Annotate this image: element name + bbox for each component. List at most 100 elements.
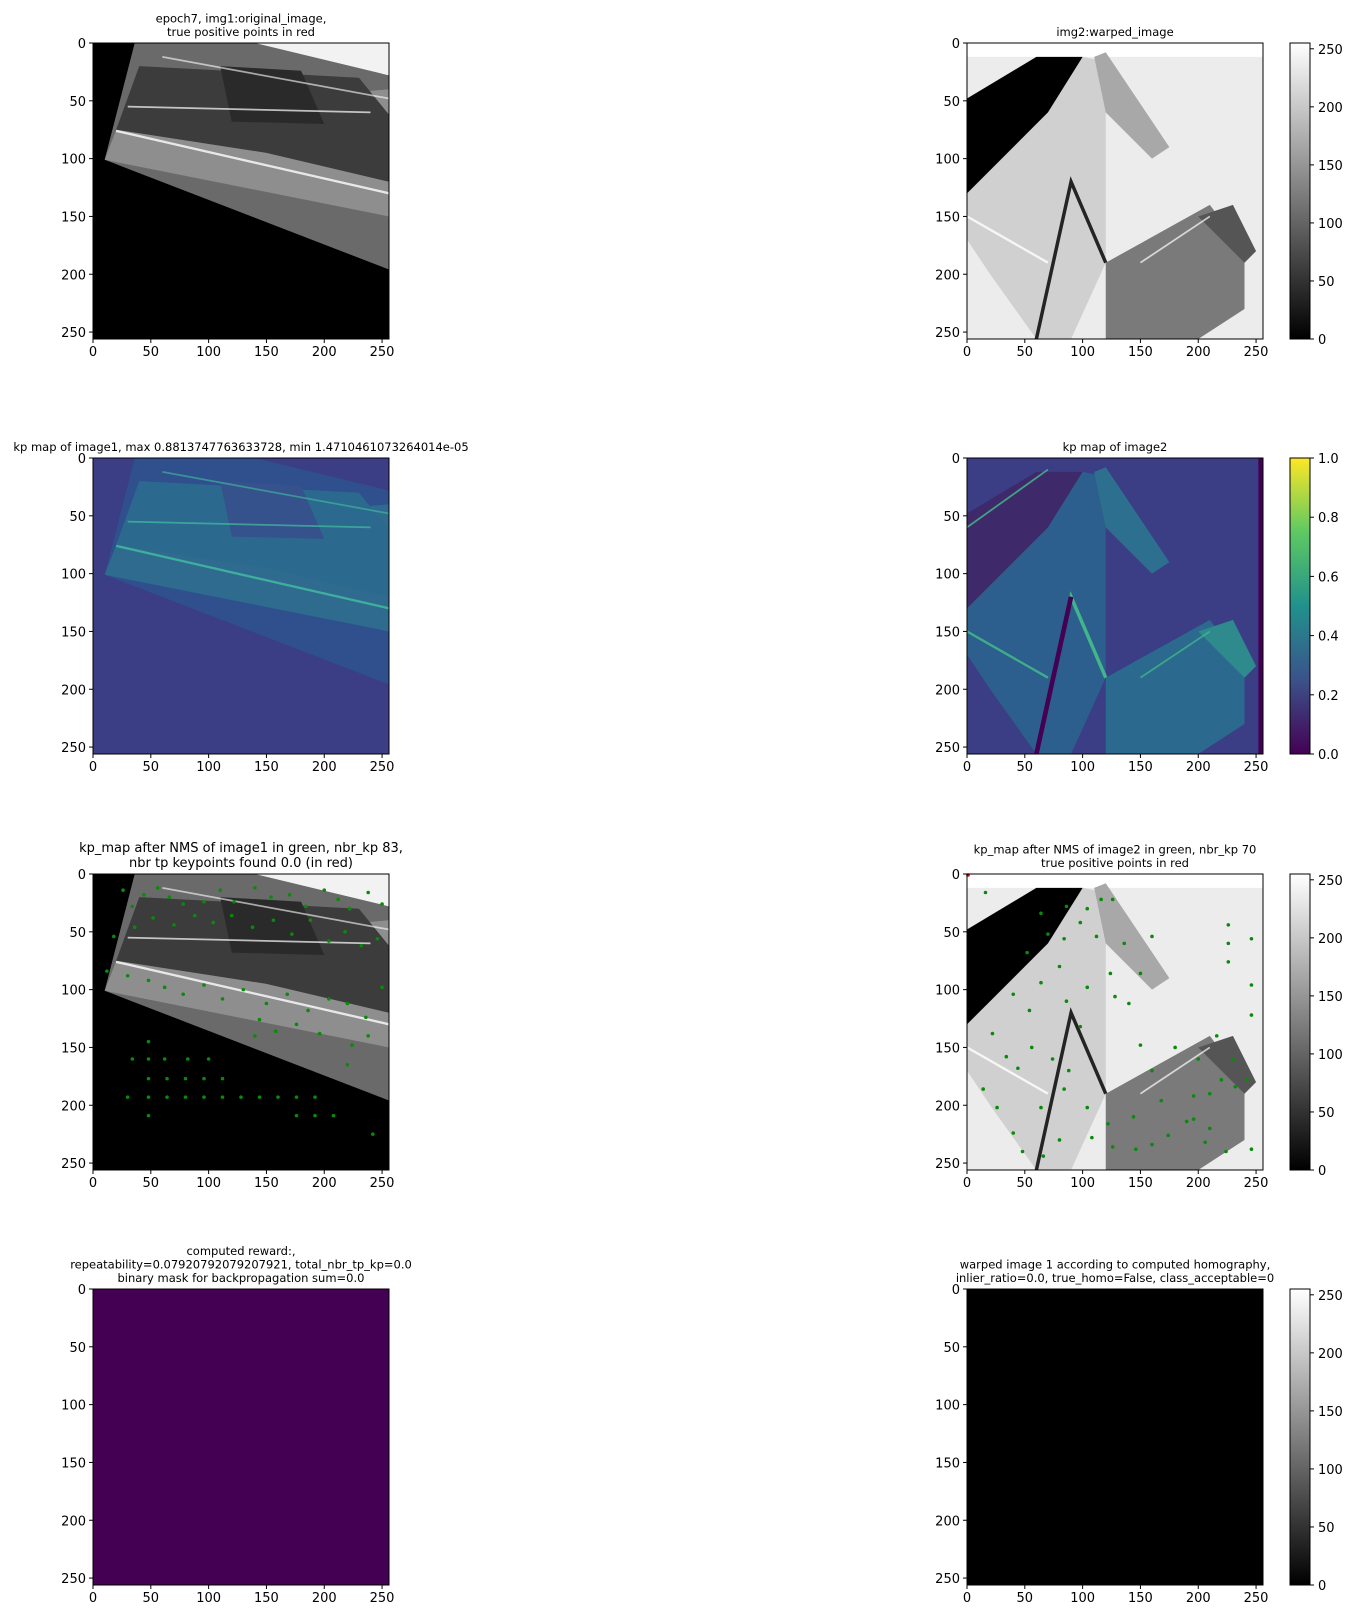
colorbar-tick-label: 1.0 [1318, 452, 1339, 467]
keypoint-green [146, 1057, 151, 1061]
keypoint-green [1090, 1135, 1094, 1140]
keypoint-green [132, 925, 137, 929]
keypoint-green [146, 1095, 151, 1099]
keypoint-green [1166, 1133, 1170, 1138]
subplot-title: kp_map after NMS of image2 in green, nbr… [974, 843, 1257, 857]
axes-frame [966, 457, 1264, 755]
colorbar-tick-label: 250 [1318, 43, 1343, 58]
keypoint-green [167, 895, 172, 899]
keypoint-green [364, 1015, 368, 1020]
keypoint-green [1226, 941, 1231, 946]
y-tick-label: 150 [61, 1041, 86, 1056]
x-tick-label: 200 [312, 760, 337, 775]
y-tick-label: 150 [61, 1456, 86, 1471]
keypoint-green [1011, 992, 1016, 997]
keypoint-green [1203, 1140, 1207, 1145]
keypoint-green [1099, 897, 1103, 902]
keypoint-green [306, 1008, 310, 1013]
keypoint-green [165, 1076, 169, 1081]
keypoint-green [172, 923, 176, 927]
keypoint-green [294, 1095, 299, 1099]
keypoint-green [257, 1017, 262, 1022]
keypoint-green [1113, 994, 1117, 999]
keypoint-green [1062, 1087, 1066, 1091]
keypoint-green [202, 899, 206, 904]
keypoint-green [336, 897, 340, 902]
keypoint-green [327, 939, 331, 943]
x-tick-label: 100 [196, 760, 221, 775]
keypoint-green [1150, 934, 1154, 939]
y-tick-label: 100 [935, 984, 960, 999]
x-tick-label: 0 [963, 345, 971, 360]
keypoint-green [1078, 920, 1083, 925]
keypoint-green [375, 936, 380, 941]
x-tick-label: 200 [312, 345, 337, 360]
keypoint-green [264, 1001, 269, 1006]
keypoint-green [1020, 1149, 1025, 1154]
x-tick-label: 150 [1128, 345, 1153, 360]
keypoint-green [294, 1113, 299, 1118]
colorbar-tick-label: 100 [1318, 1048, 1343, 1063]
colorbar-tick-label: 0.2 [1318, 689, 1339, 704]
axes-frame [92, 457, 390, 755]
subplot-p3: kp map of image1, max 0.8813747763633728… [13, 440, 468, 775]
keypoint-green [1214, 1034, 1219, 1038]
y-tick-label: 0 [78, 1283, 86, 1298]
x-tick-label: 50 [1017, 1591, 1034, 1606]
keypoint-green [130, 904, 135, 909]
keypoint-green [1062, 936, 1066, 941]
keypoint-green [1027, 1008, 1032, 1013]
axes-frame [966, 873, 1264, 1171]
keypoint-green [1224, 1149, 1228, 1154]
y-tick-label: 250 [61, 1157, 86, 1172]
axes-frame [966, 1288, 1264, 1586]
x-tick-label: 50 [1017, 1176, 1034, 1191]
keypoint-green [1039, 1105, 1043, 1110]
keypoint-green [146, 978, 151, 983]
keypoint-green [371, 1132, 375, 1136]
x-tick-label: 250 [370, 1176, 395, 1191]
keypoint-green [232, 899, 236, 904]
colorbar-tick-label: 250 [1318, 1289, 1343, 1304]
keypoint-green [1029, 1045, 1034, 1050]
y-tick-label: 0 [78, 452, 86, 467]
keypoint-green [1191, 1117, 1196, 1121]
keypoint-green [146, 1113, 151, 1118]
y-tick-label: 250 [935, 741, 960, 756]
y-tick-label: 50 [69, 926, 86, 941]
keypoint-green [186, 1057, 190, 1061]
keypoint-green [211, 920, 216, 925]
subplot-title: binary mask for backpropagation sum=0.0 [118, 1271, 365, 1285]
colorbar-tick-label: 50 [1318, 1106, 1335, 1121]
x-tick-label: 100 [1070, 1591, 1095, 1606]
keypoint-green [1094, 934, 1099, 939]
keypoint-green [1249, 1147, 1254, 1151]
colorbar-tick-label: 0 [1318, 333, 1326, 348]
subplot-title: repeatability=0.07920792079207921, total… [70, 1258, 412, 1272]
x-tick-label: 50 [143, 1591, 160, 1606]
keypoint-green [1226, 923, 1231, 927]
x-tick-label: 100 [1070, 345, 1095, 360]
keypoint-green [343, 930, 347, 934]
x-tick-label: 150 [254, 1591, 279, 1606]
keypoint-green [308, 918, 313, 923]
keypoint-green [155, 886, 160, 890]
keypoint-green [345, 1001, 350, 1006]
keypoint-green [1245, 1078, 1249, 1082]
y-tick-label: 150 [935, 1456, 960, 1471]
keypoint-green [271, 918, 276, 923]
keypoint-green [1108, 971, 1113, 976]
keypoint-green [202, 1095, 206, 1099]
keypoint-green [1046, 932, 1050, 936]
keypoint-green [1122, 941, 1127, 946]
colorbar-tick-label: 250 [1318, 874, 1343, 889]
colorbar-tick-label: 0.4 [1318, 630, 1339, 645]
image-area [93, 1289, 389, 1585]
keypoint-green [322, 888, 327, 892]
keypoint-green [347, 906, 352, 911]
image-area [93, 874, 389, 1170]
keypoint-green [1085, 1105, 1090, 1110]
